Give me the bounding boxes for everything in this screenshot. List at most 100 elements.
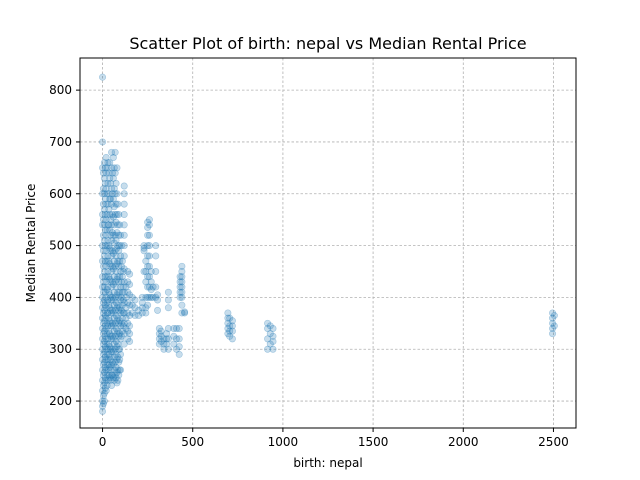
scatter-point <box>101 353 109 361</box>
scatter-point <box>101 226 109 234</box>
scatter-point <box>113 356 121 364</box>
scatter-point <box>104 252 112 260</box>
scatter-point <box>142 257 150 265</box>
scatter-point <box>112 299 120 307</box>
scatter-point <box>178 268 186 276</box>
scatter-point <box>163 340 171 348</box>
scatter-point <box>107 278 115 286</box>
scatter-point <box>163 335 171 343</box>
scatter-point <box>108 148 116 156</box>
scatter-point <box>102 304 110 312</box>
scatter-point <box>106 159 114 167</box>
scatter-point <box>120 278 128 286</box>
scatter-point <box>266 340 274 348</box>
scatter-point <box>115 332 123 340</box>
scatter-point <box>100 236 108 244</box>
scatter-point <box>112 363 120 371</box>
scatter-point <box>124 319 132 327</box>
scatter-point <box>109 309 117 317</box>
scatter-point <box>109 249 117 257</box>
scatter-point <box>131 312 139 320</box>
scatter-point <box>112 200 120 208</box>
scatter-point <box>99 382 107 390</box>
scatter-point <box>111 210 119 218</box>
scatter-point <box>122 293 130 301</box>
scatter-point <box>99 340 107 348</box>
scatter-point <box>181 309 189 317</box>
scatter-point <box>106 317 114 325</box>
scatter-point <box>116 317 124 325</box>
scatter-point <box>99 397 107 405</box>
x-axis-label: birth: nepal <box>293 456 362 470</box>
scatter-point <box>135 306 143 314</box>
scatter-point <box>108 371 116 379</box>
scatter-point <box>264 319 272 327</box>
scatter-point <box>103 210 111 218</box>
scatter-point <box>106 226 114 234</box>
scatter-point <box>157 332 165 340</box>
scatter-point <box>112 218 120 226</box>
scatter-point <box>100 296 108 304</box>
scatter-point <box>120 210 128 218</box>
scatter-point <box>109 280 117 288</box>
scatter-point <box>120 200 128 208</box>
scatter-point <box>114 301 122 309</box>
scatter-point <box>138 293 146 301</box>
scatter-point <box>108 293 116 301</box>
scatter-point <box>109 231 117 239</box>
scatter-point <box>228 317 236 325</box>
scatter-point <box>113 260 121 268</box>
scatter-point <box>116 288 124 296</box>
scatter-point <box>103 350 111 358</box>
scatter-point <box>160 335 168 343</box>
scatter-point <box>112 268 120 276</box>
scatter-point <box>113 190 121 198</box>
scatter-point <box>118 288 126 296</box>
scatter-point <box>99 221 107 229</box>
scatter-point <box>131 304 139 312</box>
scatter-point <box>111 332 119 340</box>
scatter-point <box>152 283 160 291</box>
scatter-point <box>140 268 148 276</box>
scatter-point <box>102 345 110 353</box>
scatter-point <box>100 190 108 198</box>
scatter-point <box>126 270 134 278</box>
scatter-point <box>101 332 109 340</box>
scatter-point <box>118 257 126 265</box>
scatter-point <box>109 213 117 221</box>
scatter-point <box>100 268 108 276</box>
scatter-point <box>549 314 557 322</box>
scatter-point <box>110 314 118 322</box>
scatter-point <box>128 309 136 317</box>
scatter-point <box>99 169 107 177</box>
scatter-point <box>145 242 153 250</box>
scatter-point <box>104 221 112 229</box>
scatter-point <box>120 340 128 348</box>
scatter-point <box>108 185 116 193</box>
scatter-point <box>99 216 107 224</box>
y-tick-label: 500 <box>49 239 72 253</box>
scatter-point <box>108 371 116 379</box>
scatter-point <box>117 293 125 301</box>
scatter-point <box>103 164 111 172</box>
scatter-point <box>108 200 116 208</box>
y-tick-label: 400 <box>49 290 72 304</box>
y-axis-label: Median Rental Price <box>24 184 38 303</box>
scatter-point <box>115 293 123 301</box>
scatter-point <box>108 252 116 260</box>
scatter-point <box>170 340 178 348</box>
scatter-point <box>99 350 107 358</box>
scatter-point <box>99 371 107 379</box>
scatter-point <box>111 148 119 156</box>
scatter-point <box>112 350 120 358</box>
scatter-point <box>176 288 184 296</box>
scatter-point <box>120 221 128 229</box>
y-tick-label: 800 <box>49 83 72 97</box>
scatter-point <box>108 382 116 390</box>
scatter-point <box>100 283 108 291</box>
scatter-point <box>152 242 160 250</box>
scatter-point <box>115 247 123 255</box>
scatter-point <box>115 210 123 218</box>
scatter-point <box>102 262 110 270</box>
